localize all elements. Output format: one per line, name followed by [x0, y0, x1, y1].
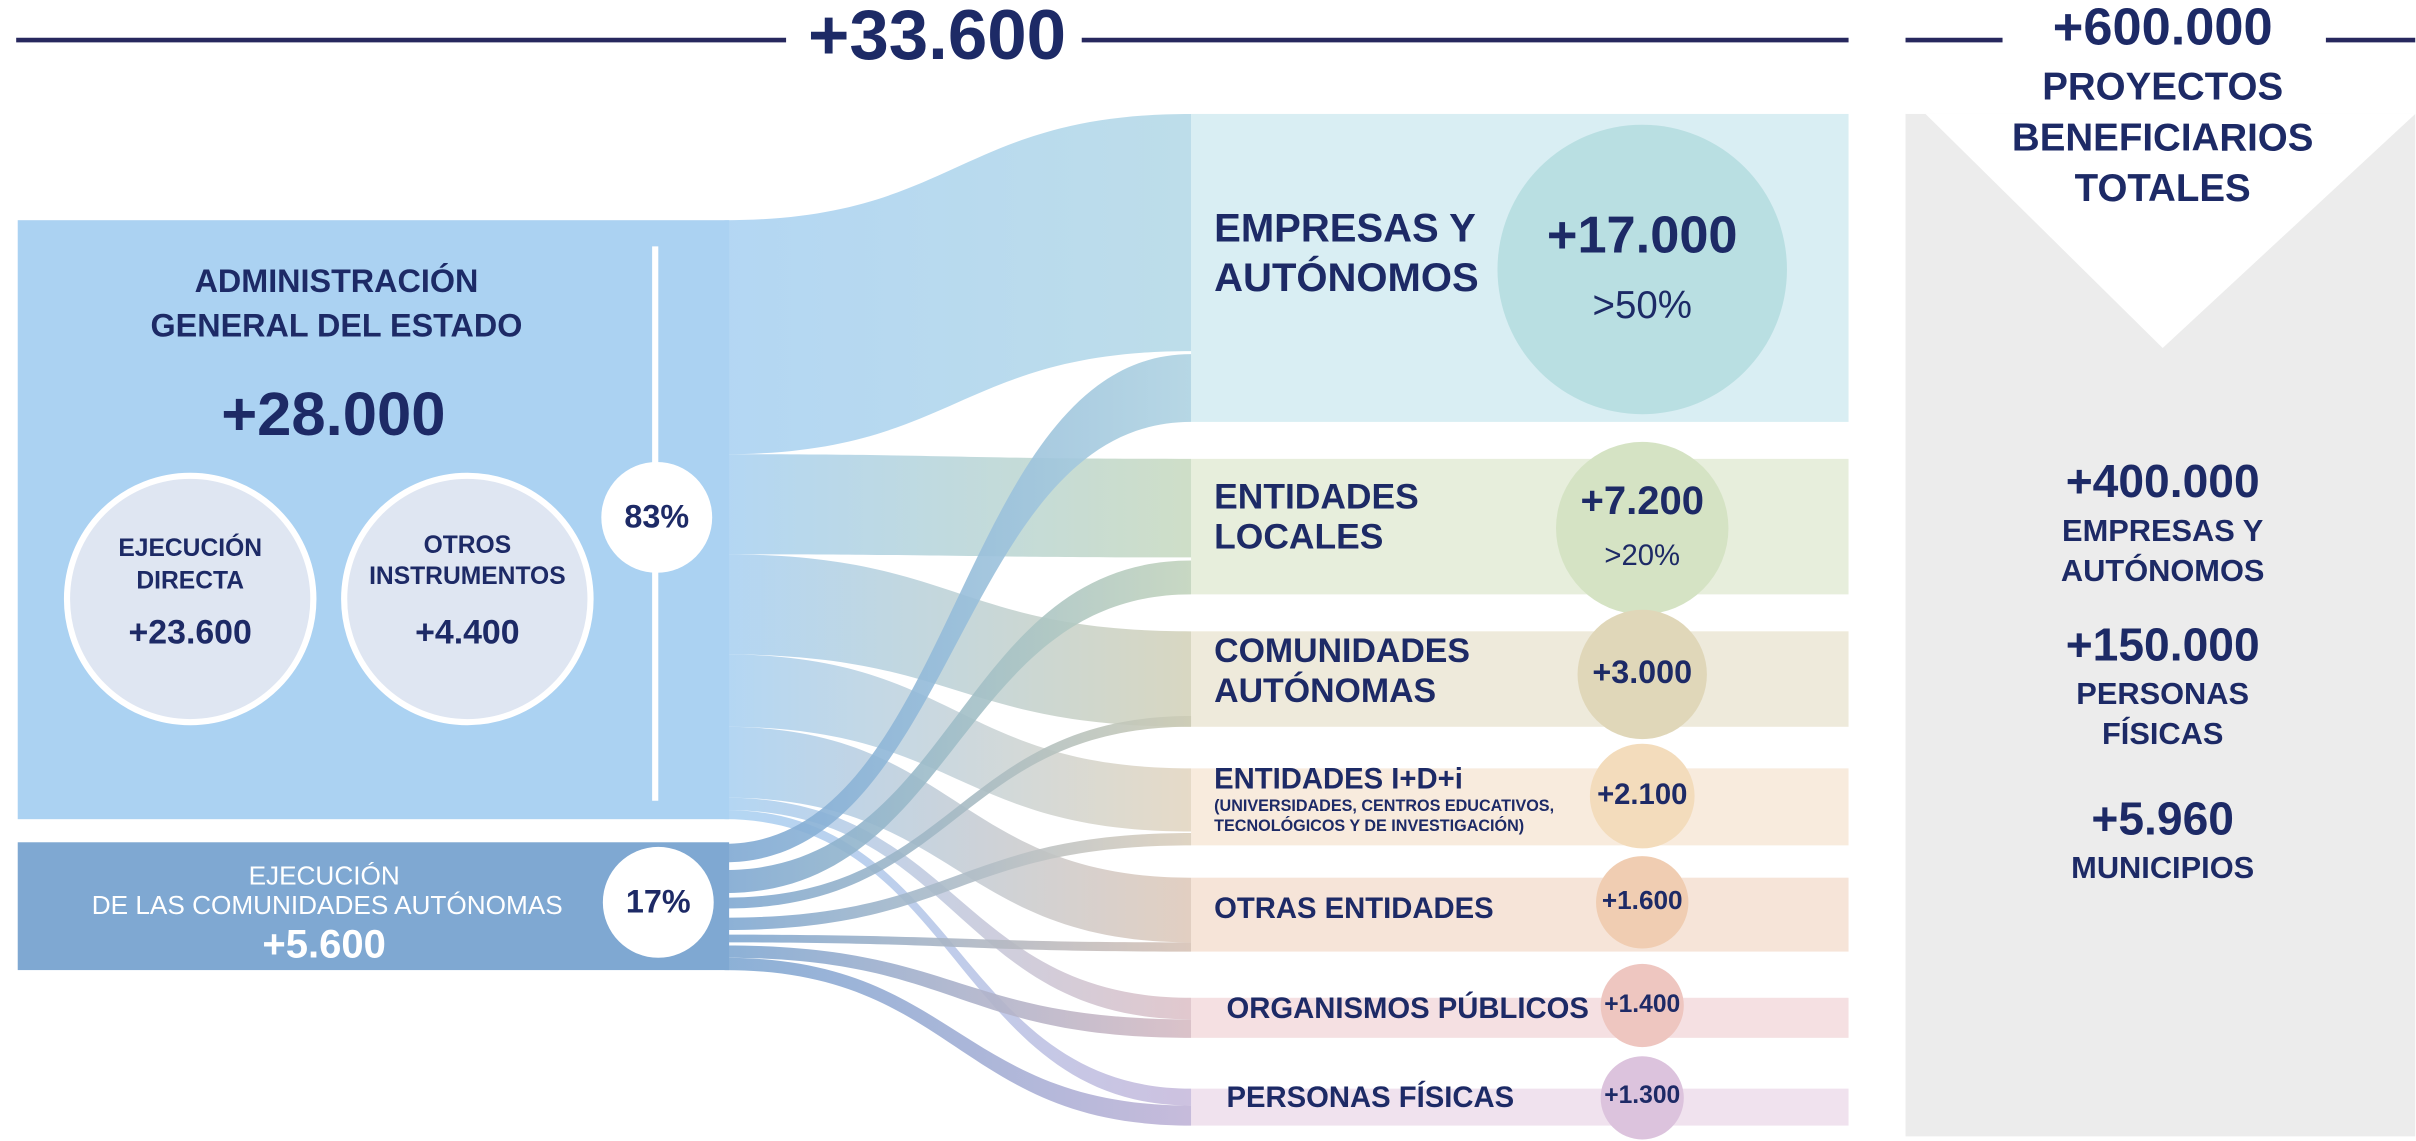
- destination-value: +2.100: [1597, 779, 1687, 811]
- beneficiaries-label: TOTALES: [2075, 167, 2251, 210]
- panel-notch: [1925, 113, 2416, 348]
- source-label: EJECUCIÓN: [249, 861, 400, 891]
- flow-age: [724, 797, 1192, 1020]
- beneficiary-label: EMPRESAS Y: [2062, 513, 2264, 548]
- destination-value: +1.300: [1604, 1082, 1680, 1109]
- part-label: INSTRUMENTOS: [369, 563, 566, 590]
- destination-name: AUTÓNOMAS: [1214, 672, 1436, 710]
- destination-circle: [1577, 609, 1707, 740]
- part-label: DIRECTA: [136, 568, 244, 595]
- beneficiary-label: FÍSICAS: [2102, 716, 2223, 751]
- beneficiary-value: +5.960: [2091, 792, 2234, 844]
- flows: [724, 113, 1192, 1126]
- destination-value: +17.000: [1547, 206, 1738, 264]
- beneficiary-label: MUNICIPIOS: [2071, 850, 2254, 885]
- destination-band: [1191, 631, 1849, 727]
- destination-name: AUTÓNOMOS: [1214, 254, 1479, 300]
- flow-age: [724, 113, 1192, 455]
- source-label: DE LAS COMUNIDADES AUTÓNOMAS: [92, 890, 563, 920]
- part-label: EJECUCIÓN: [118, 534, 262, 562]
- destination-name: ORGANISMOS PÚBLICOS: [1226, 991, 1588, 1025]
- share-circle: [602, 846, 714, 958]
- destination-note: (UNIVERSIDADES, CENTROS EDUCATIVOS,: [1214, 797, 1554, 815]
- destination-circle: [1589, 743, 1695, 849]
- destination-circle: [1600, 1056, 1684, 1140]
- flow-ccaa: [724, 354, 1192, 863]
- source-value: +28.000: [221, 380, 445, 449]
- beneficiary-value: +400.000: [2066, 455, 2260, 507]
- source-title: GENERAL DEL ESTADO: [151, 308, 523, 344]
- destination-name: COMUNIDADES: [1214, 632, 1470, 670]
- destination-circle: [1497, 124, 1787, 415]
- beneficiaries-label: BENEFICIARIOS: [2012, 116, 2314, 159]
- destination-note: TECNOLÓGICOS Y DE INVESTIGACIÓN): [1214, 816, 1524, 835]
- beneficiaries-total: +600.000: [2053, 0, 2273, 57]
- destination-name: LOCALES: [1214, 516, 1383, 556]
- destination-name: PERSONAS FÍSICAS: [1226, 1080, 1514, 1114]
- beneficiary-value: +150.000: [2066, 618, 2260, 670]
- destination-band: [1191, 877, 1849, 952]
- destination-band: [1191, 1088, 1849, 1126]
- share: 83%: [624, 498, 689, 534]
- destination-circle: [1600, 963, 1684, 1048]
- flow-ccaa: [724, 957, 1192, 1126]
- flow-age: [724, 809, 1192, 1106]
- destination-band: [1191, 458, 1849, 595]
- destination-circle: [1596, 856, 1689, 949]
- destination-share: >50%: [1592, 284, 1692, 327]
- flow-ccaa: [724, 833, 1192, 931]
- total: +33.600: [808, 0, 1066, 75]
- source-title: ADMINISTRACIÓN: [195, 262, 479, 299]
- destination-name: EMPRESAS Y: [1214, 207, 1476, 251]
- destination-band: [1191, 997, 1849, 1038]
- part-circle: [63, 472, 317, 726]
- destination-value: +3.000: [1592, 654, 1692, 690]
- flow-age: [724, 726, 1192, 943]
- destination-band: [1191, 768, 1849, 846]
- destination-circle: [1555, 441, 1729, 615]
- destination-value: +7.200: [1580, 479, 1704, 523]
- flow-age: [724, 454, 1192, 558]
- destination-value: +1.400: [1604, 991, 1680, 1018]
- destination-name: ENTIDADES: [1214, 476, 1419, 516]
- share-circle: [601, 461, 713, 573]
- beneficiary-label: PERSONAS: [2076, 676, 2249, 711]
- source-value: +5.600: [262, 923, 386, 967]
- part-label: OTROS: [424, 532, 512, 559]
- beneficiary-label: AUTÓNOMOS: [2061, 552, 2265, 588]
- part-value: +4.400: [415, 613, 520, 651]
- destination-value: +1.600: [1602, 885, 1683, 915]
- flow-ccaa: [724, 934, 1192, 952]
- flow-ccaa: [724, 716, 1192, 909]
- destination-name: OTRAS ENTIDADES: [1214, 893, 1494, 925]
- part-value: +23.600: [129, 613, 252, 651]
- share: 17%: [626, 883, 691, 919]
- flow-ccaa: [724, 945, 1192, 1038]
- destination-share: >20%: [1604, 540, 1680, 572]
- destination-name: ENTIDADES I+D+i: [1214, 763, 1463, 795]
- beneficiaries-label: PROYECTOS: [2042, 65, 2283, 108]
- part-circle: [341, 472, 594, 726]
- flow-ccaa: [724, 560, 1192, 894]
